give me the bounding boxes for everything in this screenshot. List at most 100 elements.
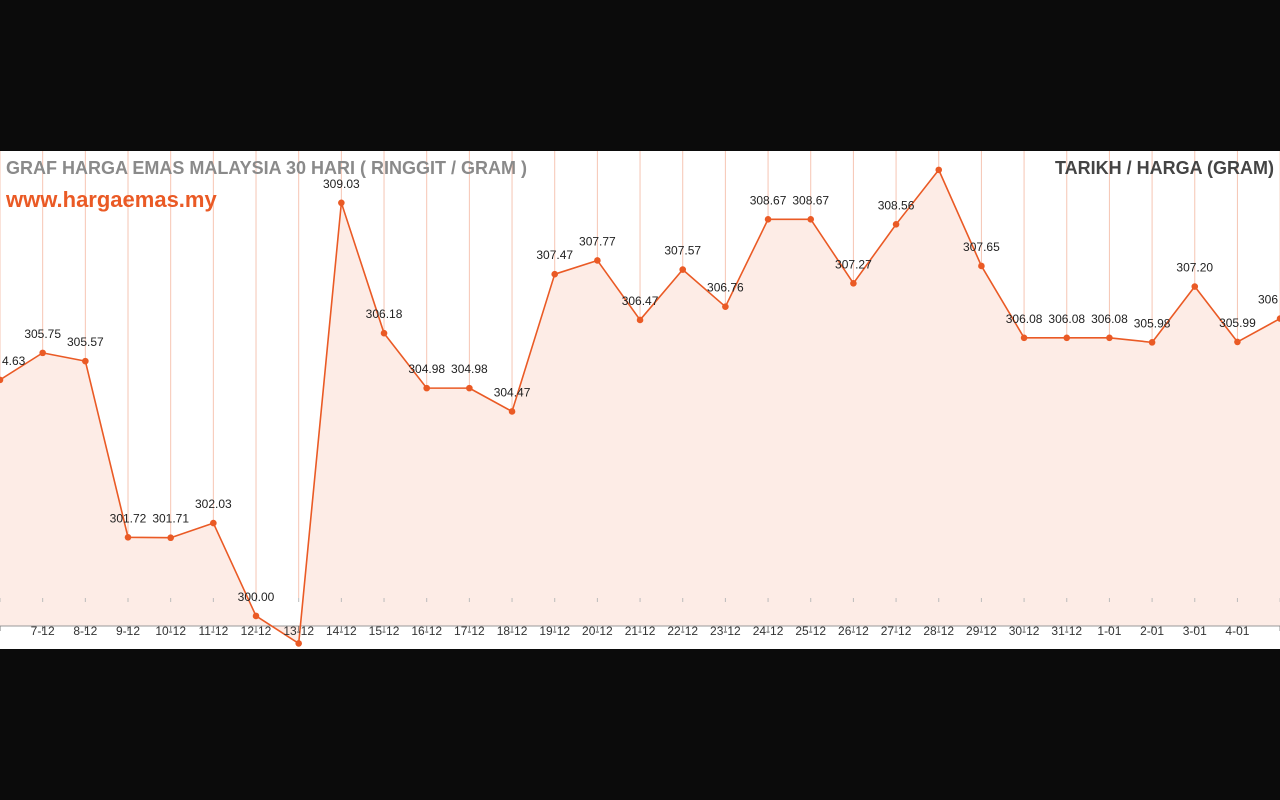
x-tick-label: 21-12 [625,624,656,638]
x-tick-label: 24-12 [753,624,784,638]
data-point [807,215,815,223]
x-tick-label: 16-12 [411,624,442,638]
x-tick-label: 18-12 [497,624,528,638]
x-tick-label: 12-12 [241,624,272,638]
x-tick-label: 29-12 [966,624,997,638]
data-point [423,384,431,392]
data-label: 305.57 [67,335,104,349]
point-layer [0,166,1280,647]
data-label: 302.03 [195,497,232,511]
x-tick-label: 3-01 [1183,624,1207,638]
data-point [1020,334,1028,342]
x-tick-label: 8-12 [73,624,97,638]
data-label: 306.76 [707,281,744,295]
data-label: 306.08 [1048,312,1085,326]
chart-legend: TARIKH / HARGA (GRAM) [1055,158,1274,178]
data-label: 301.71 [152,512,189,526]
x-tick-label: 2-01 [1140,624,1164,638]
data-label: 300.00 [238,590,275,604]
x-tick-label: 25-12 [795,624,826,638]
x-tick-label: 15-12 [369,624,400,638]
data-label: 307.20 [1176,261,1213,275]
data-point [82,357,89,365]
data-label: 304.98 [408,362,445,376]
data-point [508,408,516,415]
data-label: 304.98 [451,362,488,376]
series-area [0,169,1280,644]
data-label: 305.98 [1134,316,1171,330]
data-label: 306.47 [622,294,659,308]
x-tick-label: 10-12 [155,624,186,638]
data-label: 309.03 [323,177,360,191]
x-tick-label: 13-12 [283,624,314,638]
x-tick-label: 28-12 [923,624,954,638]
data-point [892,221,900,228]
data-label: 307.47 [536,248,573,262]
data-point [0,376,4,384]
data-point [380,329,388,337]
chart-title: GRAF HARGA EMAS MALAYSIA 30 HARI ( RINGG… [6,158,528,178]
x-tick-label: 17-12 [454,624,485,638]
data-point [978,262,985,270]
data-point [764,215,772,223]
data-point [1276,315,1280,322]
tick-label-layer: 7-12 8-12 9-12 10-12 11-12 12-12 13-12 14-12 15-… [31,624,1250,638]
data-label: 304.47 [494,385,531,399]
data-label-layer: 4.63 305.75 305.57 301.72 301.71 302.03 300.00… [2,177,1278,604]
data-point [252,612,260,620]
data-label: 307.27 [835,257,872,271]
gold-price-chart: 4.63 305.75 305.57 301.72 301.71 302.03 300.00… [0,151,1280,649]
chart-website: www.hargaemas.my [6,187,217,212]
x-tick-label: 31-12 [1051,624,1082,638]
data-point [210,519,217,527]
data-point [551,270,559,278]
data-label: 306.08 [1006,312,1043,326]
data-point [850,280,857,287]
data-label: 307.65 [963,240,1000,254]
data-point [1234,338,1241,346]
data-point [679,266,687,273]
data-point [124,533,132,541]
data-label: 308.67 [750,193,787,207]
data-point [1148,339,1156,346]
x-tick-label: 14-12 [326,624,357,638]
data-label: 305.75 [24,327,61,341]
data-point [167,534,174,542]
x-tick-label: 22-12 [667,624,698,638]
x-tick-label: 1-01 [1097,624,1121,638]
data-point [295,640,302,647]
data-label: 301.72 [110,511,147,525]
data-point [636,316,644,324]
x-tick-label: 23-12 [710,624,741,638]
data-point [1063,334,1071,342]
data-point [338,199,345,207]
data-label: 307.57 [664,244,701,258]
x-tick-label: 19-12 [539,624,570,638]
data-point [722,303,729,310]
data-point [594,257,601,264]
data-label: 308.56 [878,198,915,212]
data-label: 307.77 [579,234,616,248]
data-point [1191,283,1199,290]
x-tick-label: 7-12 [31,624,55,638]
data-point [466,384,473,392]
x-tick-label: 27-12 [881,624,912,638]
data-label: 306.18 [366,307,403,321]
area-layer [0,169,1280,644]
data-point [39,349,46,357]
data-label: 306 [1258,293,1278,307]
data-label: 306.08 [1091,312,1128,326]
x-tick-label: 20-12 [582,624,613,638]
x-tick-label: 11-12 [198,624,228,638]
data-point [935,166,943,174]
chart-canvas: 4.63 305.75 305.57 301.72 301.71 302.03 300.00… [0,151,1280,647]
data-label: 308.67 [792,193,829,207]
x-tick-label: 30-12 [1009,624,1040,638]
axis-layer [0,598,1280,631]
x-tick-label: 4-01 [1225,624,1249,638]
data-label: 305.99 [1219,316,1256,330]
data-label: 4.63 [2,354,26,368]
x-tick-label: 26-12 [838,624,869,638]
data-point [1106,334,1113,342]
